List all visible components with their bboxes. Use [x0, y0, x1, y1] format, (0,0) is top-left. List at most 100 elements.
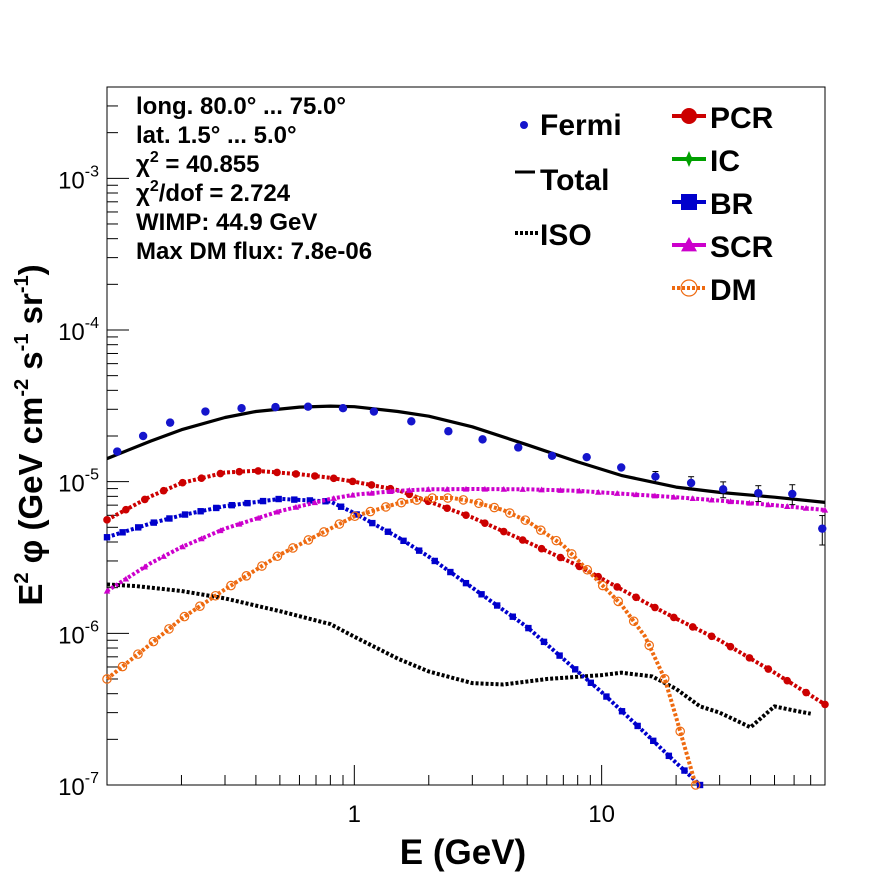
dm-marker — [427, 493, 438, 503]
dm-marker — [257, 561, 267, 571]
dm-marker — [613, 596, 624, 607]
pcr-marker — [462, 511, 470, 520]
dm-marker — [412, 495, 422, 505]
y-axis-label: E2 φ (GeV cm-2 s-1 sr-1) — [11, 264, 49, 605]
fermi-point — [271, 402, 280, 412]
scr-marker — [292, 503, 300, 510]
legend-marker — [520, 121, 528, 129]
legend-label: Fermi — [540, 109, 622, 142]
dm-marker — [319, 527, 329, 537]
pcr-marker — [103, 516, 111, 524]
scr-marker — [784, 503, 791, 509]
scr-marker — [406, 487, 413, 493]
fermi-point — [369, 407, 379, 416]
dm-marker — [381, 502, 391, 512]
info-line: χ2 = 40.855 — [136, 149, 260, 178]
series-layer — [102, 402, 829, 790]
br-marker — [197, 508, 204, 515]
scr-marker — [198, 535, 205, 542]
dm-marker — [365, 506, 376, 517]
pcr-marker — [159, 486, 168, 495]
dm-marker — [195, 601, 205, 611]
dm-marker — [551, 535, 562, 546]
series-iso — [106, 582, 812, 730]
br-marker — [540, 638, 548, 646]
info-line: long. 80.0° ... 75.0° — [136, 93, 346, 120]
info-line: χ2/dof = 2.724 — [136, 178, 291, 207]
pcr-marker — [613, 583, 621, 591]
scr-marker — [538, 486, 545, 493]
dm-marker — [690, 780, 701, 790]
br-marker — [572, 666, 579, 673]
br-marker — [228, 501, 236, 509]
legend-marker — [681, 194, 697, 210]
scr-marker — [273, 508, 281, 515]
series-scr — [103, 485, 829, 594]
info-line: Max DM flux: 7.8e-06 — [136, 238, 372, 265]
pcr-marker — [802, 688, 810, 697]
br-marker — [166, 515, 173, 522]
dm-marker — [164, 624, 174, 634]
series-line-total — [106, 404, 826, 504]
br-marker — [181, 511, 189, 518]
br-marker — [259, 497, 267, 505]
pcr-marker — [216, 469, 225, 478]
scr-marker — [217, 527, 224, 534]
legend-item-dm: DM — [672, 274, 757, 307]
legend-item-br: BR — [672, 188, 754, 221]
scr-marker — [576, 487, 583, 494]
pcr-marker — [783, 676, 792, 685]
scr-marker — [349, 491, 356, 498]
series-dm — [102, 493, 701, 790]
series-total — [106, 404, 826, 504]
fermi-point — [547, 451, 557, 461]
fermi-point — [617, 463, 626, 472]
pcr-marker — [197, 474, 206, 482]
scr-marker — [651, 492, 659, 499]
scr-marker — [821, 506, 829, 513]
scr-marker — [368, 489, 375, 496]
dm-marker — [489, 502, 500, 513]
pcr-marker — [311, 472, 319, 480]
scr-marker — [519, 486, 526, 492]
series-fermi — [113, 402, 827, 546]
scr-marker — [311, 499, 319, 506]
scr-marker — [122, 575, 130, 582]
x-axis-label: E (GeV) — [400, 833, 526, 872]
pcr-marker — [670, 613, 678, 622]
scr-marker — [727, 498, 734, 505]
scr-marker — [103, 587, 111, 594]
br-marker — [213, 504, 220, 512]
legend-marker — [681, 237, 697, 252]
br-marker — [119, 529, 126, 536]
br-marker — [322, 498, 329, 505]
scr-marker — [557, 487, 564, 493]
dm-marker — [241, 571, 252, 581]
scr-marker — [179, 543, 186, 550]
pcr-marker — [273, 468, 281, 477]
dm-marker — [535, 525, 546, 535]
br-marker — [306, 497, 314, 504]
pcr-marker — [556, 553, 565, 562]
br-marker — [650, 737, 657, 745]
br-marker — [431, 557, 438, 565]
dm-marker — [350, 511, 360, 522]
br-marker — [447, 568, 454, 576]
br-marker — [150, 519, 158, 526]
br-marker — [665, 752, 673, 760]
scr-marker — [160, 553, 167, 559]
legend-marker — [681, 108, 697, 124]
scr-marker — [708, 496, 715, 503]
fermi-point — [113, 447, 122, 456]
pcr-marker — [329, 474, 338, 483]
scr-marker — [746, 499, 753, 506]
fermi-point — [303, 402, 313, 411]
info-box: long. 80.0° ... 75.0°lat. 1.5° ... 5.0°χ… — [136, 93, 372, 265]
y-tick-label: 10-4 — [58, 315, 99, 346]
pcr-marker — [651, 603, 659, 612]
fermi-point — [338, 404, 348, 413]
legend-label: Total — [540, 164, 609, 197]
scr-marker — [425, 486, 432, 492]
legend-label: DM — [710, 274, 757, 307]
legend-item-scr: SCR — [672, 231, 774, 264]
